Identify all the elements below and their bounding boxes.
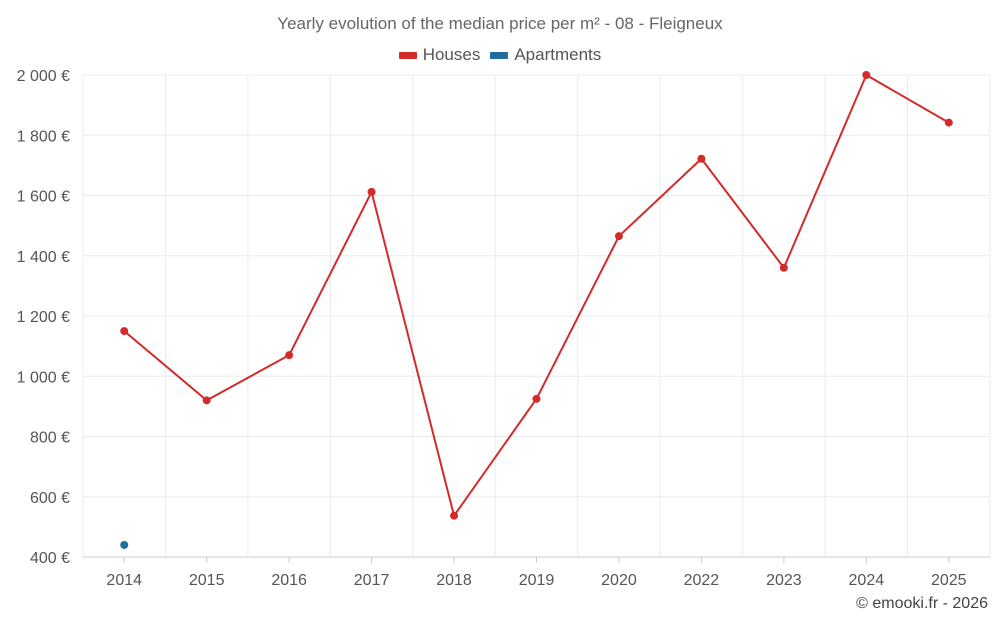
y-tick-label: 800 € <box>30 430 70 447</box>
x-tick-label: 2024 <box>849 572 885 589</box>
legend-swatch-apartments <box>490 51 509 59</box>
copyright-credit: © emooki.fr - 2026 <box>856 595 988 612</box>
chart-title: Yearly evolution of the median price per… <box>277 14 723 33</box>
data-point-houses <box>285 351 294 360</box>
y-tick-label: 1 400 € <box>17 249 70 266</box>
y-tick-label: 400 € <box>30 550 70 567</box>
legend-item-apartments[interactable]: Apartments <box>490 45 601 65</box>
x-tick-label: 2015 <box>189 572 225 589</box>
x-tick-label: 2014 <box>106 572 142 589</box>
chart-legend: Houses Apartments <box>0 45 1000 65</box>
x-tick-label: 2025 <box>931 572 967 589</box>
data-point-houses <box>450 511 459 520</box>
data-point-houses <box>944 118 953 127</box>
x-tick-label: 2017 <box>354 572 390 589</box>
data-point-houses <box>614 232 623 241</box>
data-point-houses <box>202 396 211 405</box>
y-tick-label: 2 000 € <box>17 68 70 85</box>
data-point-houses <box>697 154 706 163</box>
data-point-houses <box>779 263 788 272</box>
legend-label-apartments: Apartments <box>514 45 602 64</box>
x-tick-label: 2020 <box>601 572 637 589</box>
legend-swatch-houses <box>398 51 417 59</box>
y-tick-label: 600 € <box>30 490 70 507</box>
x-tick-label: 2018 <box>436 572 472 589</box>
data-point-houses <box>862 71 871 79</box>
data-point-houses <box>367 187 376 196</box>
x-tick-label: 2019 <box>519 572 555 589</box>
y-tick-label: 1 600 € <box>17 189 70 206</box>
y-tick-label: 1 200 € <box>17 309 70 326</box>
x-tick-label: 2022 <box>684 572 720 589</box>
y-tick-label: 1 000 € <box>17 369 70 386</box>
data-point-houses <box>532 394 541 403</box>
data-point-houses <box>120 327 129 336</box>
y-tick-label: 1 800 € <box>17 128 70 145</box>
legend-label-houses: Houses <box>422 45 481 64</box>
data-point-apartments <box>120 540 129 549</box>
legend-item-houses[interactable]: Houses <box>398 45 481 65</box>
x-tick-label: 2016 <box>271 572 307 589</box>
x-tick-label: 2023 <box>766 572 802 589</box>
